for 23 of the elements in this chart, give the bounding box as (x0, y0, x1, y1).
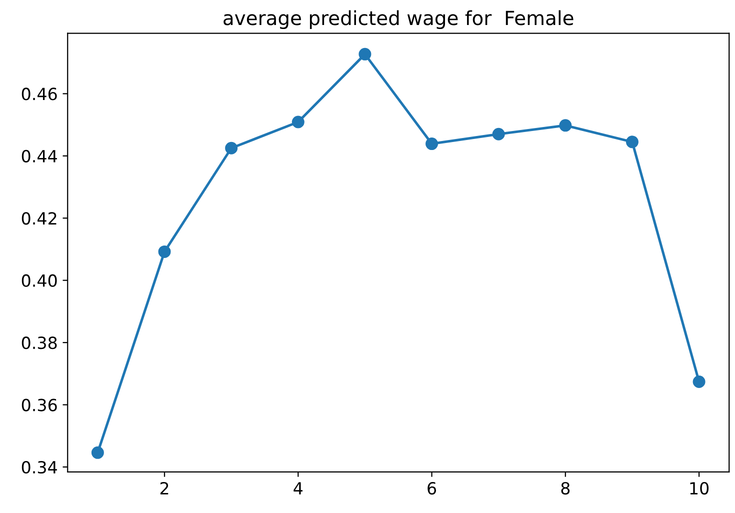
x-tick-label: 8 (561, 482, 570, 495)
point (91, 446, 104, 459)
point (692, 376, 706, 388)
y-tick-label: 0.46 (22, 88, 57, 100)
chart-title: average predicted wage for Female (224, 10, 574, 30)
point (358, 48, 372, 60)
point (158, 245, 171, 258)
x-tick-label: 10 (690, 482, 709, 495)
y-tick-label: 0.36 (22, 398, 57, 412)
point (426, 138, 438, 150)
point (626, 136, 638, 148)
y-tick-label: 0.34 (22, 460, 57, 474)
point (292, 116, 304, 128)
y-tick-label: 0.44 (22, 150, 57, 162)
y-tick-label: 0.38 (22, 336, 57, 350)
point (492, 128, 505, 140)
x-tick-label: 4 (294, 482, 303, 494)
x-tick-label: 6 (428, 482, 436, 495)
y-tick-label: 0.42 (22, 212, 56, 225)
x-tick-label: 2 (160, 482, 168, 494)
y-tick-label: 0.40 (22, 274, 57, 287)
point (559, 119, 572, 132)
point (225, 142, 238, 154)
